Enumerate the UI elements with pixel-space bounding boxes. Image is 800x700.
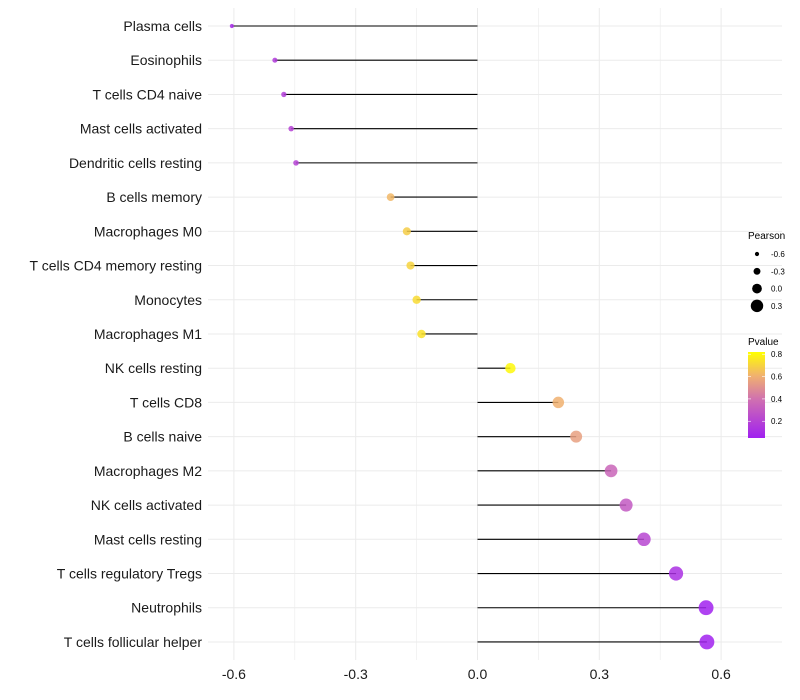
- color-legend-label: 0.6: [771, 373, 783, 382]
- y-tick-label: Macrophages M0: [94, 223, 202, 239]
- data-point: [668, 566, 684, 581]
- y-tick-label: Eosinophils: [130, 52, 202, 68]
- y-tick-label: T cells CD8: [130, 394, 202, 410]
- data-point: [552, 396, 565, 409]
- data-point: [293, 160, 299, 166]
- x-tick-label: 0.0: [468, 666, 488, 682]
- color-legend-label: 0.4: [771, 395, 783, 404]
- data-point: [412, 295, 421, 304]
- size-legend-title: Pearson: [748, 231, 785, 242]
- data-point: [406, 261, 415, 270]
- data-point: [417, 329, 426, 339]
- data-point: [699, 634, 715, 650]
- data-point: [281, 91, 287, 98]
- y-tick-label: Mast cells resting: [94, 531, 202, 547]
- data-point: [386, 193, 395, 201]
- size-legend-label: 0.0: [771, 285, 783, 294]
- data-point: [698, 600, 714, 616]
- y-tick-label: Neutrophils: [131, 600, 202, 616]
- size-legend-key: [754, 251, 760, 257]
- y-tick-label: Plasma cells: [123, 18, 202, 34]
- y-tick-label: Mast cells activated: [80, 121, 202, 137]
- size-legend-key: [752, 283, 762, 294]
- y-tick-label: B cells naive: [123, 429, 202, 445]
- color-legend-bar: [748, 352, 765, 438]
- x-tick-label: 0.6: [711, 666, 731, 682]
- color-legend-label: 0.8: [771, 350, 783, 359]
- size-legend-key: [753, 267, 761, 275]
- x-tick-label: -0.3: [344, 666, 368, 682]
- y-tick-label: Macrophages M1: [94, 326, 202, 342]
- y-tick-label: T cells CD4 memory resting: [30, 258, 202, 274]
- data-point: [619, 498, 633, 512]
- size-legend-label: 0.3: [771, 302, 783, 311]
- color-legend-label: 0.2: [771, 417, 783, 426]
- size-legend-key: [750, 299, 764, 313]
- size-legend-label: -0.3: [771, 267, 785, 276]
- data-point: [402, 227, 411, 236]
- y-tick-label: B cells memory: [106, 189, 202, 205]
- y-tick-label: T cells CD4 naive: [93, 86, 203, 102]
- y-tick-label: Dendritic cells resting: [69, 155, 202, 171]
- data-point: [288, 125, 294, 132]
- color-legend-title: Pvalue: [748, 337, 779, 348]
- y-tick-label: Monocytes: [134, 292, 202, 308]
- data-point: [604, 464, 618, 478]
- data-point: [505, 362, 516, 374]
- y-tick-label: NK cells activated: [91, 497, 202, 513]
- data-point: [272, 57, 278, 63]
- x-tick-label: -0.6: [222, 666, 246, 682]
- data-point: [637, 532, 651, 547]
- x-tick-label: 0.3: [590, 666, 610, 682]
- y-tick-label: T cells regulatory Tregs: [57, 566, 202, 582]
- size-legend-label: -0.6: [771, 250, 785, 259]
- data-point: [229, 23, 234, 29]
- y-tick-label: T cells follicular helper: [64, 634, 203, 650]
- y-tick-label: NK cells resting: [105, 360, 202, 376]
- y-tick-label: Macrophages M2: [94, 463, 202, 479]
- data-point: [570, 430, 583, 443]
